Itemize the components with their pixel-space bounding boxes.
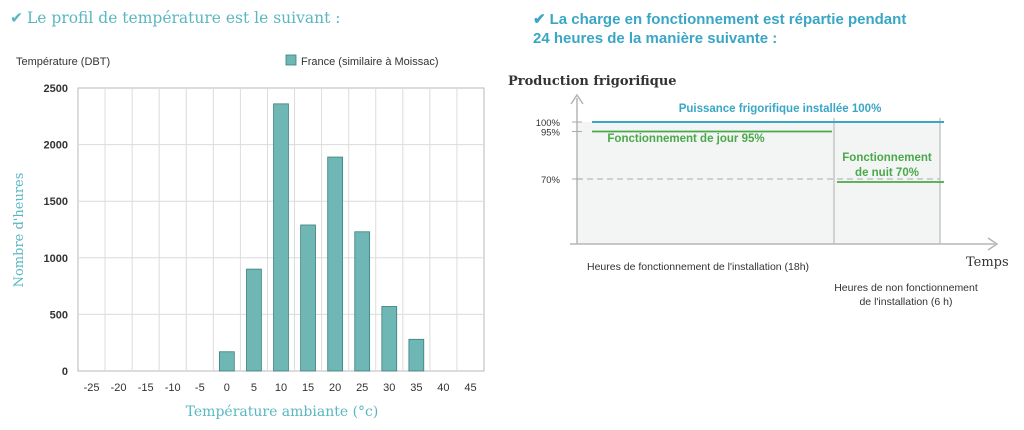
y-axis-arrow-icon bbox=[570, 93, 584, 105]
x-tick-label: -15 bbox=[138, 382, 154, 394]
x-axis-title: Temps bbox=[966, 255, 1009, 270]
bar bbox=[327, 156, 343, 372]
y-tick-label: 70% bbox=[541, 175, 561, 186]
left-heading: ✔ Le profil de température est le suivant… bbox=[10, 9, 341, 27]
y-tick-label: 1500 bbox=[44, 196, 68, 208]
x-tick-label: 40 bbox=[437, 382, 449, 394]
x-tick-label: -25 bbox=[84, 382, 100, 394]
x-axis-arrow-icon bbox=[987, 237, 999, 251]
line-label-night-1: Fonctionnement bbox=[842, 152, 932, 164]
bar bbox=[354, 231, 371, 372]
y-tick-label: 2500 bbox=[44, 83, 68, 95]
line-label-night-2: de nuit 70% bbox=[855, 167, 919, 179]
x-axis-title: Température ambiante (°c) bbox=[186, 404, 379, 420]
bar bbox=[300, 224, 316, 372]
load-profile-chart: Production frigorifique 100%95% 70% Puissa… bbox=[508, 74, 1009, 308]
period-night-label-line2: de l'installation (6 h) bbox=[859, 296, 952, 308]
y-tick-label: 500 bbox=[50, 309, 68, 321]
bar bbox=[246, 268, 262, 372]
x-tick-label: 45 bbox=[464, 382, 476, 394]
legend-swatch bbox=[285, 54, 297, 66]
x-tick-label: 20 bbox=[329, 382, 341, 394]
y-axis-title: Production frigorifique bbox=[508, 74, 677, 89]
y-tick-label: 2000 bbox=[44, 140, 68, 152]
period-night-label-line1: Heures de non fonctionnement bbox=[834, 282, 978, 294]
chart-subtitle: Température (DBT) bbox=[16, 56, 110, 68]
x-tick-label: 10 bbox=[275, 382, 287, 394]
x-tick-label: 15 bbox=[302, 382, 314, 394]
x-tick-label: 35 bbox=[410, 382, 422, 394]
period-day-label: Heures de fonctionnement de l'installati… bbox=[587, 261, 809, 273]
bar bbox=[273, 103, 289, 372]
y-tick-label: 1000 bbox=[44, 253, 68, 265]
x-tick-label: -20 bbox=[111, 382, 127, 394]
bar bbox=[219, 351, 235, 372]
line-label-day: Fonctionnement de jour 95% bbox=[607, 133, 764, 145]
right-heading: ✔ La charge en fonctionnement est réparti… bbox=[533, 11, 907, 47]
checkmark-icon: ✔ bbox=[10, 9, 23, 27]
y-tick-label: 95% bbox=[541, 128, 561, 139]
x-tick-label: 30 bbox=[383, 382, 395, 394]
x-tick-label: 0 bbox=[224, 382, 230, 394]
y-tick-label: 100% bbox=[536, 118, 561, 129]
checkmark-icon: ✔ bbox=[533, 11, 546, 28]
bar bbox=[381, 306, 398, 372]
y-tick-label: 0 bbox=[62, 366, 68, 378]
x-tick-label: -10 bbox=[165, 382, 181, 394]
x-tick-label: -5 bbox=[195, 382, 205, 394]
legend-label: France (similaire à Moissac) bbox=[301, 56, 439, 68]
x-tick-label: 25 bbox=[356, 382, 368, 394]
x-tick-label: 5 bbox=[251, 382, 257, 394]
histogram-chart: Température (DBT) France (similaire à Mo… bbox=[12, 54, 485, 420]
bar bbox=[408, 338, 425, 372]
line-label-installed: Puissance frigorifique installée 100% bbox=[679, 103, 882, 115]
y-axis-title: Nombre d'heures bbox=[12, 173, 27, 288]
chart-background bbox=[577, 122, 940, 244]
